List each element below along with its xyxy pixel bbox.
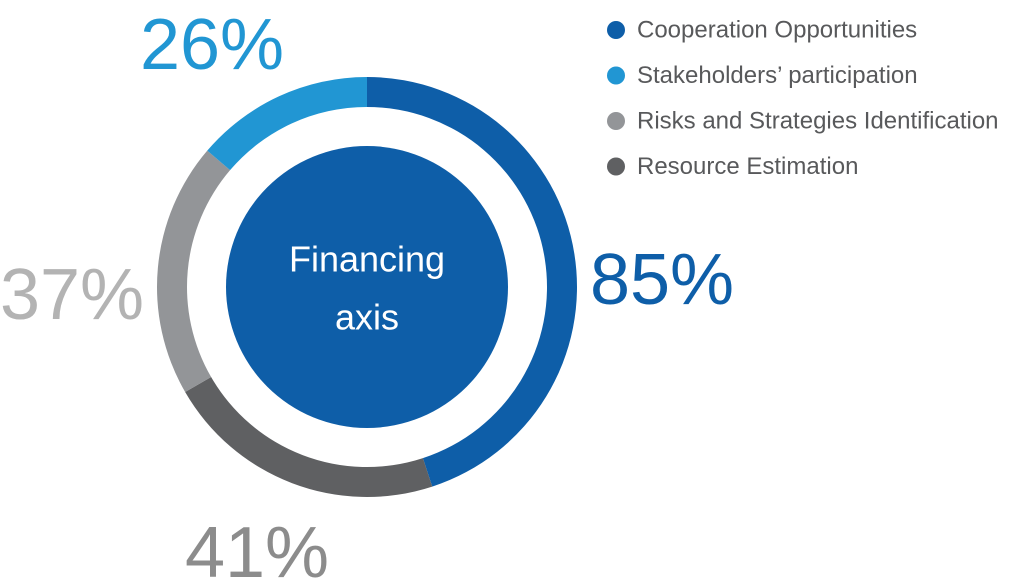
legend-label: Stakeholders’ participation	[637, 62, 918, 89]
value-label: 37%	[0, 255, 144, 335]
legend-marker	[607, 66, 625, 85]
value-label: 85%	[590, 240, 734, 320]
legend-label: Risks and Strategies Identification	[637, 107, 999, 134]
value-label: 26%	[140, 5, 284, 85]
legend-marker	[607, 21, 625, 39]
donut-segment	[185, 377, 433, 498]
donut-segment	[207, 77, 367, 171]
center-label: Financing	[289, 239, 445, 280]
value-label: 41%	[185, 513, 329, 585]
legend-marker	[607, 112, 625, 130]
legend-label: Cooperation Opportunities	[637, 16, 917, 43]
center-label: axis	[335, 297, 399, 338]
donut-segment	[156, 150, 231, 392]
center-disk	[226, 146, 508, 428]
donut-segment	[367, 77, 578, 487]
legend-label: Resource Estimation	[637, 153, 858, 180]
legend-marker	[607, 157, 625, 176]
